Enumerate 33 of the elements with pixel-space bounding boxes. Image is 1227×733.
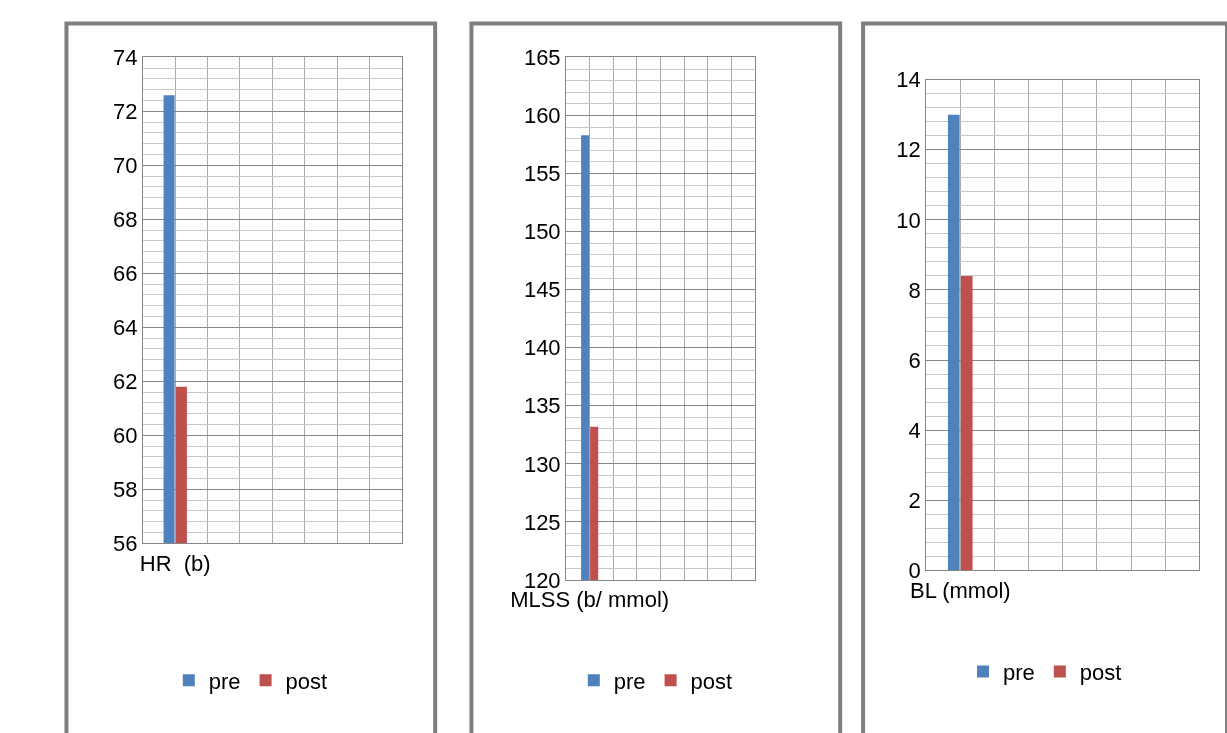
y-tick-label: 125 bbox=[523, 509, 561, 535]
y-tick-label: 74 bbox=[112, 45, 138, 71]
y-tick-label: 4 bbox=[908, 417, 921, 443]
y-tick-label: 66 bbox=[112, 261, 138, 287]
y-tick-label: 155 bbox=[523, 161, 561, 187]
y-tick-label: 145 bbox=[523, 277, 561, 303]
y-tick-label: 140 bbox=[523, 335, 561, 361]
y-tick-label: 58 bbox=[112, 476, 138, 502]
x-tick-label: HR (b) bbox=[139, 550, 211, 576]
legend-label: pre bbox=[1003, 660, 1035, 686]
y-tick-label: 14 bbox=[896, 67, 921, 93]
y-tick-label: 130 bbox=[523, 451, 561, 477]
y-tick-label: 135 bbox=[523, 393, 561, 419]
y-tick-label: 10 bbox=[896, 207, 921, 233]
y-tick-label: 150 bbox=[523, 219, 561, 245]
y-tick-label: 8 bbox=[908, 277, 921, 303]
y-tick-label: 62 bbox=[112, 369, 138, 394]
y-tick-label: 72 bbox=[112, 99, 138, 125]
legend-label: post bbox=[1079, 660, 1122, 686]
y-tick-label: 56 bbox=[112, 530, 138, 556]
legend-label: pre bbox=[208, 668, 241, 694]
y-tick-label: 60 bbox=[112, 422, 138, 448]
legend-label: post bbox=[690, 668, 733, 694]
y-tick-label: 64 bbox=[112, 315, 138, 341]
y-tick-label: 12 bbox=[896, 137, 921, 163]
y-tick-label: 6 bbox=[908, 347, 921, 373]
legend-label: post bbox=[285, 668, 328, 694]
legend-label: pre bbox=[613, 668, 646, 694]
y-tick-label: 68 bbox=[112, 207, 138, 233]
y-tick-label: 165 bbox=[523, 45, 561, 71]
y-tick-label: 70 bbox=[112, 153, 138, 179]
y-tick-label: 2 bbox=[908, 487, 921, 513]
y-tick-label: 160 bbox=[523, 103, 561, 129]
